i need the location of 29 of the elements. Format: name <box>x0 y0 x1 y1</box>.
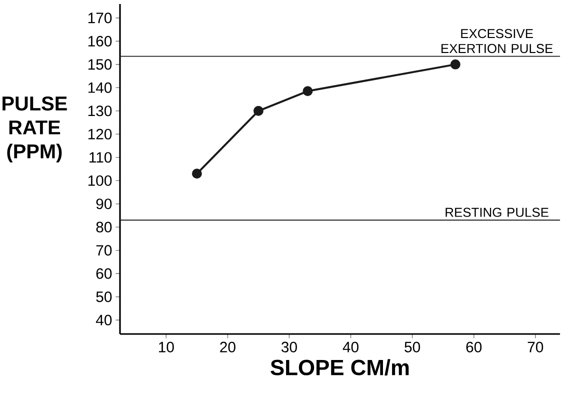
point <box>302 86 313 96</box>
y-tick-label: 60 <box>96 268 112 279</box>
point <box>192 168 202 179</box>
x-tick-label: 10 <box>158 342 174 352</box>
x-tick-label: 30 <box>281 342 297 352</box>
y-tick-label: 80 <box>96 222 112 232</box>
y-tick-label: 50 <box>96 292 112 302</box>
point <box>253 106 264 116</box>
y-tick-label: 110 <box>90 152 112 163</box>
y-tick-label: 100 <box>88 175 112 186</box>
point <box>450 59 460 70</box>
x-axis-title: SLOPE CM/m <box>270 359 409 376</box>
x-tick-label: 60 <box>466 342 482 352</box>
y-tick-label: 140 <box>88 82 112 93</box>
x-tick-label: 40 <box>342 342 358 352</box>
y-tick-label: 160 <box>88 36 112 46</box>
y-tick-label: 90 <box>96 198 112 210</box>
y-tick-label: 40 <box>96 314 112 326</box>
y-tick-label: 130 <box>88 106 112 116</box>
ref-line-label: RESTING PULSE <box>446 208 548 217</box>
y-tick-label: 150 <box>88 59 112 70</box>
ref-line-label: EXCESSIVE EXERTION PULSE <box>441 28 553 54</box>
x-tick-label: 20 <box>220 342 236 352</box>
x-tick-label: 50 <box>404 342 420 352</box>
y-axis-title: PULSE RATE (PPM) <box>2 96 67 162</box>
y-tick-label: 120 <box>88 128 112 140</box>
x-tick-label: 70 <box>528 342 544 352</box>
y-tick-label: 170 <box>88 12 112 24</box>
y-tick-label: 70 <box>96 245 112 256</box>
